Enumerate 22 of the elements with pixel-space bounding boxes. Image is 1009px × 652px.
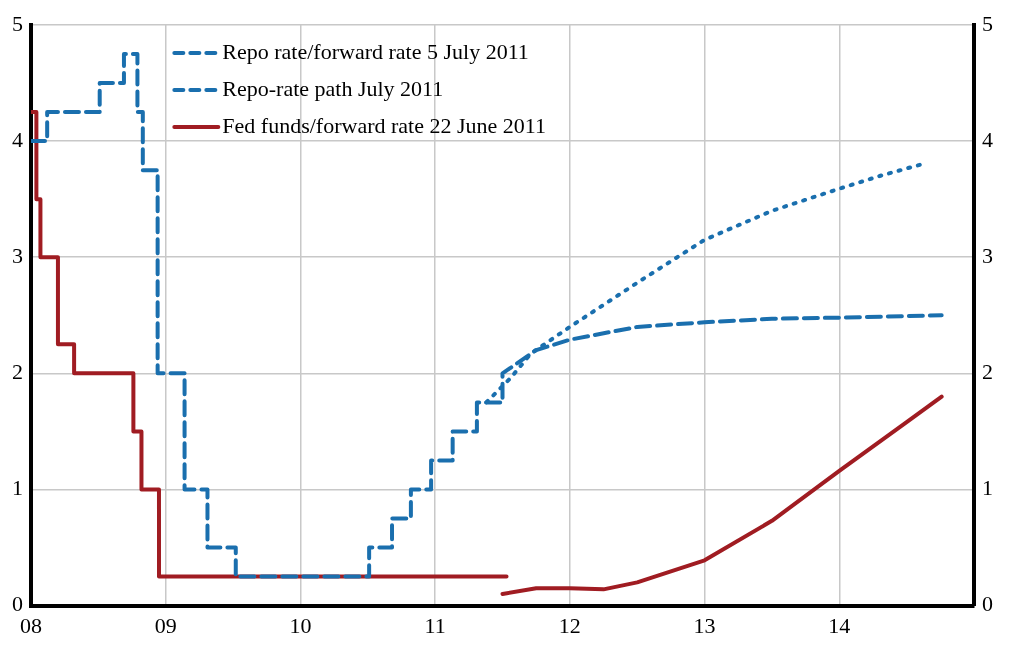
x-tick-label: 12: [558, 612, 581, 638]
y-tick-label: 1: [12, 475, 23, 501]
legend-label: Fed funds/forward rate 22 June 2011: [222, 112, 546, 138]
x-tick-label: 14: [828, 612, 851, 638]
x-tick-label: 11: [424, 612, 446, 638]
y-tick-label: 5: [12, 10, 23, 36]
y2-tick-label: 0: [982, 591, 993, 617]
x-tick-label: 08: [20, 612, 42, 638]
x-tick-label: 09: [154, 612, 177, 638]
y2-tick-label: 4: [982, 126, 993, 152]
legend-label: Repo rate/forward rate 5 July 2011: [222, 38, 529, 64]
x-tick-label: 13: [693, 612, 716, 638]
y-tick-label: 2: [12, 359, 23, 385]
y2-tick-label: 2: [982, 359, 993, 385]
x-tick-label: 10: [289, 612, 312, 638]
y-tick-label: 4: [12, 126, 23, 152]
y-tick-label: 0: [12, 591, 23, 617]
legend-label: Repo-rate path July 2011: [222, 75, 444, 101]
y2-tick-label: 5: [982, 10, 993, 36]
y2-tick-label: 3: [982, 243, 993, 269]
y-tick-label: 3: [12, 243, 23, 269]
y2-tick-label: 1: [982, 475, 993, 501]
